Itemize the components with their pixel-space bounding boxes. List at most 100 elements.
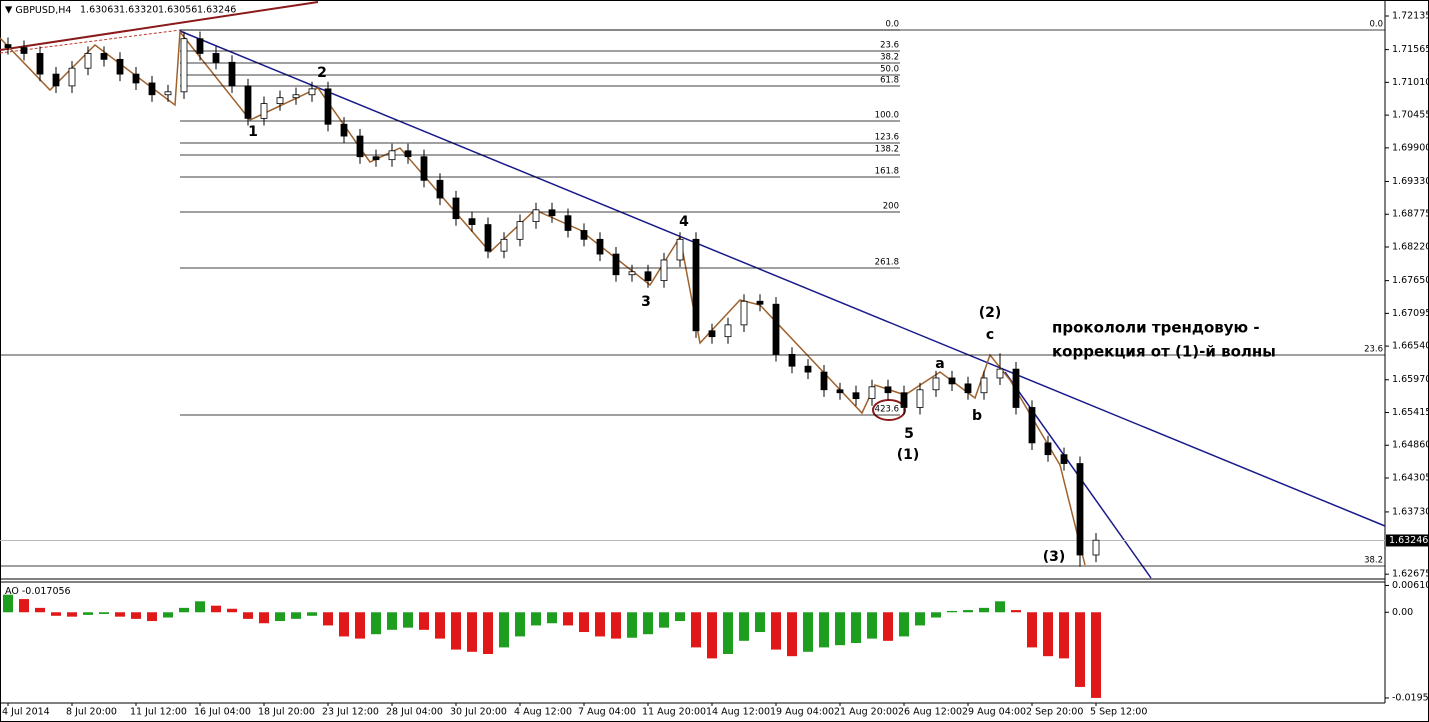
candle-body (260, 103, 268, 119)
highlight-circle (872, 399, 906, 421)
x-tick-label: 28 Jul 04:00 (386, 707, 443, 718)
candle-body (1012, 368, 1020, 408)
ao-bar (435, 612, 445, 639)
x-tick-label: 11 Aug 20:00 (642, 707, 706, 718)
candle-body (356, 135, 364, 158)
ao-bar (1075, 612, 1085, 687)
ao-bar (851, 612, 861, 644)
y-tick-label: 1.72135 (1392, 10, 1429, 21)
candle-body (404, 150, 412, 158)
candle-body (820, 371, 828, 391)
indicator-label: AO -0.017056 (5, 586, 71, 597)
candle-body (772, 303, 780, 355)
fib-label: 38.2 (880, 53, 899, 63)
y-tick-label: 1.62675 (1392, 569, 1429, 580)
candle-body (900, 392, 908, 408)
y-tick-label: 1.68220 (1392, 241, 1429, 252)
candle-body (132, 73, 140, 84)
candle-body (324, 88, 332, 125)
candle-body (484, 224, 492, 252)
ao-bar (707, 612, 717, 659)
header-price: 1.63320 (119, 5, 158, 16)
wave-label: b (972, 408, 982, 424)
y-tick-label: 1.65415 (1392, 407, 1429, 418)
candle-body (212, 53, 220, 63)
ao-bar (467, 612, 477, 652)
x-tick-label: 2 Sep 20:00 (1026, 707, 1083, 718)
ao-bar (307, 612, 317, 616)
ao-bar (1043, 612, 1053, 657)
candle-body (420, 156, 428, 181)
x-tick-label: 4 Jul 2014 (2, 707, 50, 718)
ao-bar (595, 612, 605, 637)
candle-body (276, 97, 284, 105)
x-tick-label: 16 Jul 04:00 (194, 707, 251, 718)
ao-bar (131, 612, 141, 619)
ao-bar (963, 610, 973, 613)
ao-bar (803, 612, 813, 652)
candle-body (372, 156, 380, 161)
y-tick-label: 1.67650 (1392, 275, 1429, 286)
current-price-box (1386, 534, 1429, 547)
ao-bar (867, 612, 877, 639)
candle-body (4, 44, 12, 48)
ao-bar (643, 612, 653, 635)
wave-label: 1 (248, 124, 258, 140)
ao-bar (723, 612, 733, 654)
ao-bar (947, 610, 957, 613)
wave-label: (1) (897, 447, 920, 463)
wave-label: 2 (317, 65, 327, 81)
y-tick-label: 1.66540 (1392, 341, 1429, 352)
candle-body (724, 324, 732, 338)
y-tick-label: 1.64860 (1392, 440, 1429, 451)
candle-body (148, 82, 156, 96)
ao-bar (611, 612, 621, 639)
ao-bar (51, 612, 61, 616)
ao-bar (995, 601, 1005, 613)
candle-body (868, 386, 876, 400)
ao-bar (515, 612, 525, 637)
ao-bar (1027, 612, 1037, 648)
ao-bar (227, 608, 237, 613)
candle-body (100, 53, 108, 60)
wave-label: c (986, 327, 994, 343)
candle-body (36, 53, 44, 75)
candle-body (660, 259, 668, 282)
candle-body (1044, 442, 1052, 456)
candle-body (580, 230, 588, 240)
wave-label: 4 (679, 214, 689, 230)
candle-body (196, 38, 204, 54)
candle-body (644, 271, 652, 282)
indicator-value: -0.017056 (22, 586, 71, 597)
ao-bar (1059, 612, 1069, 659)
annotation: прокололи трендовую - (1052, 319, 1260, 337)
candle-body (516, 221, 524, 240)
ao-bar (3, 594, 13, 613)
ao-bar (35, 607, 45, 613)
ao-bar (403, 612, 413, 628)
ao-bar (755, 612, 765, 633)
ao-bar (19, 599, 29, 613)
candle-body (612, 253, 620, 276)
candle-body (932, 377, 940, 391)
ao-bar (931, 612, 941, 618)
candle-body (548, 209, 556, 217)
ao-bar (259, 612, 269, 624)
candle-body (500, 238, 508, 252)
ao-bar (291, 612, 301, 619)
y-tick-label: 1.71565 (1392, 44, 1429, 55)
header-price: 1.63063 (80, 5, 119, 16)
candle-body (228, 61, 236, 87)
y-tick-label: 1.71010 (1392, 77, 1429, 88)
wave-label: 3 (641, 294, 651, 310)
ao-bar (163, 612, 173, 618)
y-tick-label: 1.67095 (1392, 308, 1429, 319)
ao-bar (483, 612, 493, 654)
ao-bar (1091, 612, 1101, 698)
ao-bar (675, 612, 685, 622)
candle-body (388, 150, 396, 161)
trendline (0, 29, 181, 54)
header-price: 1.63246 (197, 5, 236, 16)
candle-body (1060, 454, 1068, 464)
